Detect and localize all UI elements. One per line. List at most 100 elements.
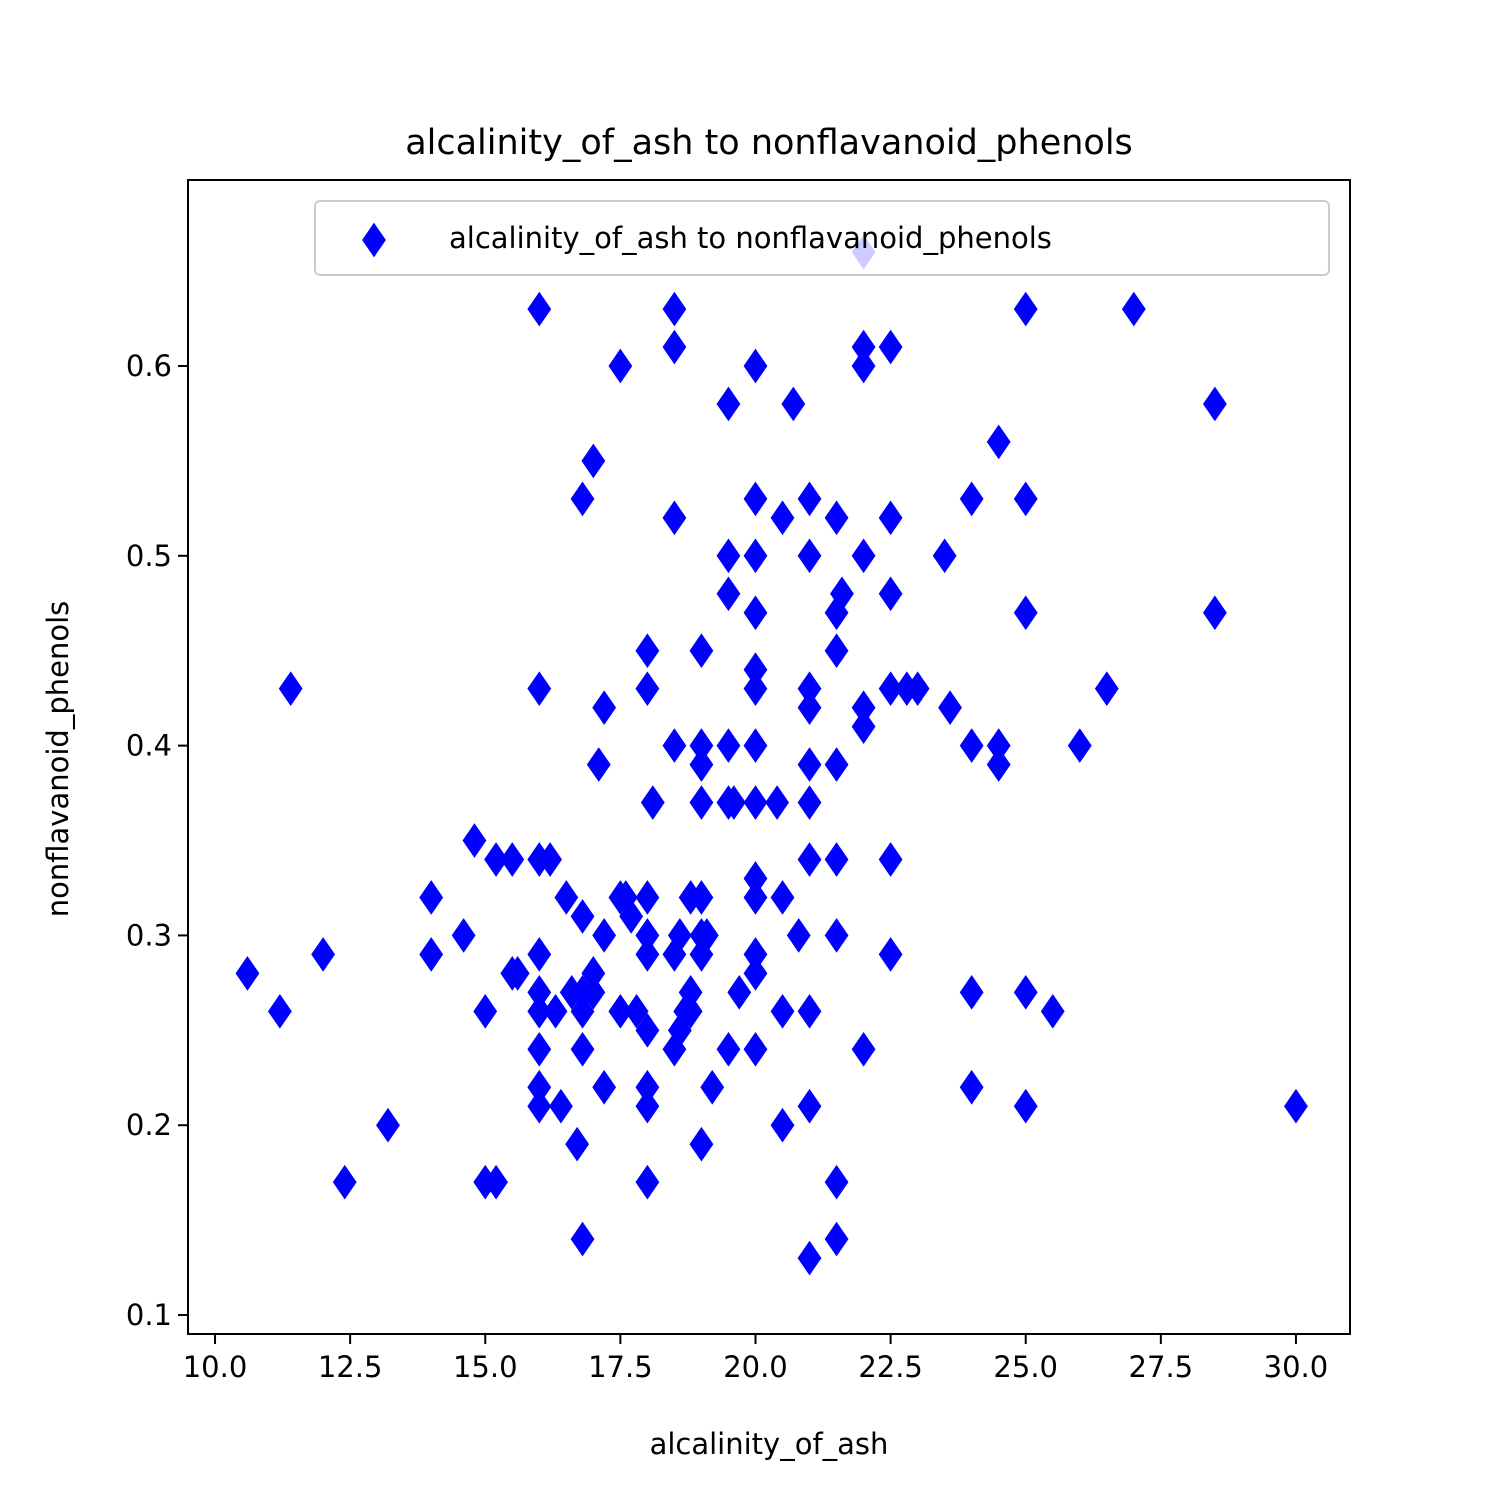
data-point bbox=[1067, 728, 1092, 763]
y-tick-label: 0.2 bbox=[126, 1108, 172, 1142]
data-point bbox=[851, 1031, 876, 1067]
data-point bbox=[878, 576, 903, 612]
data-point bbox=[635, 671, 660, 706]
data-point bbox=[581, 443, 606, 479]
data-point bbox=[451, 918, 476, 953]
data-point bbox=[797, 1088, 822, 1124]
data-point bbox=[419, 937, 444, 972]
data-point bbox=[527, 937, 552, 972]
data-point bbox=[770, 500, 795, 536]
legend-marker bbox=[362, 222, 386, 258]
data-point bbox=[635, 1088, 660, 1124]
data-point bbox=[554, 880, 579, 915]
data-point bbox=[878, 671, 903, 706]
y-axis-label: nonflavanoid_phenols bbox=[41, 601, 75, 917]
data-point bbox=[570, 1221, 595, 1257]
data-point bbox=[824, 1164, 849, 1200]
data-point bbox=[743, 538, 768, 574]
data-point bbox=[1013, 481, 1038, 517]
x-tick-label: 15.0 bbox=[453, 1350, 518, 1384]
data-point bbox=[1013, 291, 1038, 327]
data-point bbox=[1202, 386, 1227, 422]
data-point bbox=[640, 785, 665, 820]
data-point bbox=[462, 823, 487, 858]
data-point bbox=[1202, 595, 1227, 631]
data-point bbox=[570, 994, 595, 1029]
data-point bbox=[662, 728, 687, 763]
data-point bbox=[694, 918, 719, 953]
data-point bbox=[624, 994, 649, 1029]
data-point bbox=[662, 291, 687, 327]
data-point bbox=[527, 671, 552, 706]
y-tick-label: 0.3 bbox=[126, 918, 172, 952]
y-axis-ticks: 0.1 0.2 0.3 0.4 0.5 0.6 bbox=[126, 349, 188, 1332]
data-point bbox=[484, 1164, 508, 1200]
data-point bbox=[635, 937, 660, 972]
data-point bbox=[959, 481, 984, 517]
data-point bbox=[959, 728, 984, 763]
data-point bbox=[608, 994, 633, 1029]
data-point bbox=[376, 1107, 400, 1143]
data-point bbox=[743, 880, 768, 915]
data-point bbox=[824, 500, 849, 536]
data-point bbox=[781, 386, 806, 422]
data-point bbox=[765, 785, 790, 820]
data-point bbox=[1013, 975, 1038, 1010]
data-points bbox=[235, 234, 1308, 1276]
data-point bbox=[743, 956, 768, 991]
data-point bbox=[586, 747, 611, 782]
data-point bbox=[635, 1164, 660, 1200]
data-point bbox=[570, 481, 595, 517]
data-point bbox=[619, 899, 644, 934]
data-point bbox=[689, 633, 714, 669]
data-point bbox=[543, 994, 568, 1029]
data-point bbox=[727, 975, 752, 1010]
data-point bbox=[743, 671, 768, 706]
x-tick-label: 25.0 bbox=[993, 1350, 1058, 1384]
data-point bbox=[689, 880, 714, 915]
data-point bbox=[667, 918, 692, 953]
data-point bbox=[797, 538, 822, 574]
data-point bbox=[878, 937, 903, 972]
data-point bbox=[608, 348, 633, 384]
data-point bbox=[592, 918, 617, 953]
data-point bbox=[1284, 1088, 1308, 1124]
data-point bbox=[830, 576, 854, 612]
data-point bbox=[581, 975, 606, 1010]
data-point bbox=[786, 918, 811, 953]
data-point bbox=[743, 785, 768, 820]
x-tick-label: 20.0 bbox=[723, 1350, 788, 1384]
data-point bbox=[743, 348, 768, 384]
x-axis-label: alcalinity_of_ash bbox=[650, 1427, 889, 1461]
data-point bbox=[959, 975, 984, 1010]
data-point bbox=[878, 500, 903, 536]
data-point bbox=[635, 880, 660, 915]
data-point bbox=[1013, 595, 1038, 631]
data-point bbox=[797, 690, 822, 725]
data-point bbox=[689, 785, 714, 820]
data-point bbox=[716, 1031, 741, 1067]
data-point bbox=[797, 1240, 822, 1276]
data-point bbox=[592, 690, 617, 725]
data-point bbox=[527, 1031, 552, 1067]
data-point bbox=[938, 690, 962, 725]
data-point bbox=[824, 633, 849, 669]
data-point bbox=[678, 994, 703, 1029]
data-point bbox=[716, 728, 741, 763]
plot-frame bbox=[187, 179, 1351, 1335]
data-point bbox=[570, 899, 595, 934]
data-point bbox=[743, 728, 768, 763]
data-point bbox=[635, 633, 660, 669]
data-point bbox=[267, 994, 292, 1029]
x-tick-label: 10.0 bbox=[183, 1350, 248, 1384]
data-point bbox=[278, 671, 303, 706]
data-point bbox=[332, 1164, 357, 1200]
x-tick-label: 17.5 bbox=[588, 1350, 653, 1384]
data-point bbox=[484, 842, 508, 877]
data-point bbox=[1040, 994, 1065, 1029]
data-point bbox=[716, 386, 741, 422]
data-point bbox=[797, 747, 822, 782]
y-tick-label: 0.5 bbox=[126, 539, 172, 573]
data-point bbox=[662, 329, 687, 365]
